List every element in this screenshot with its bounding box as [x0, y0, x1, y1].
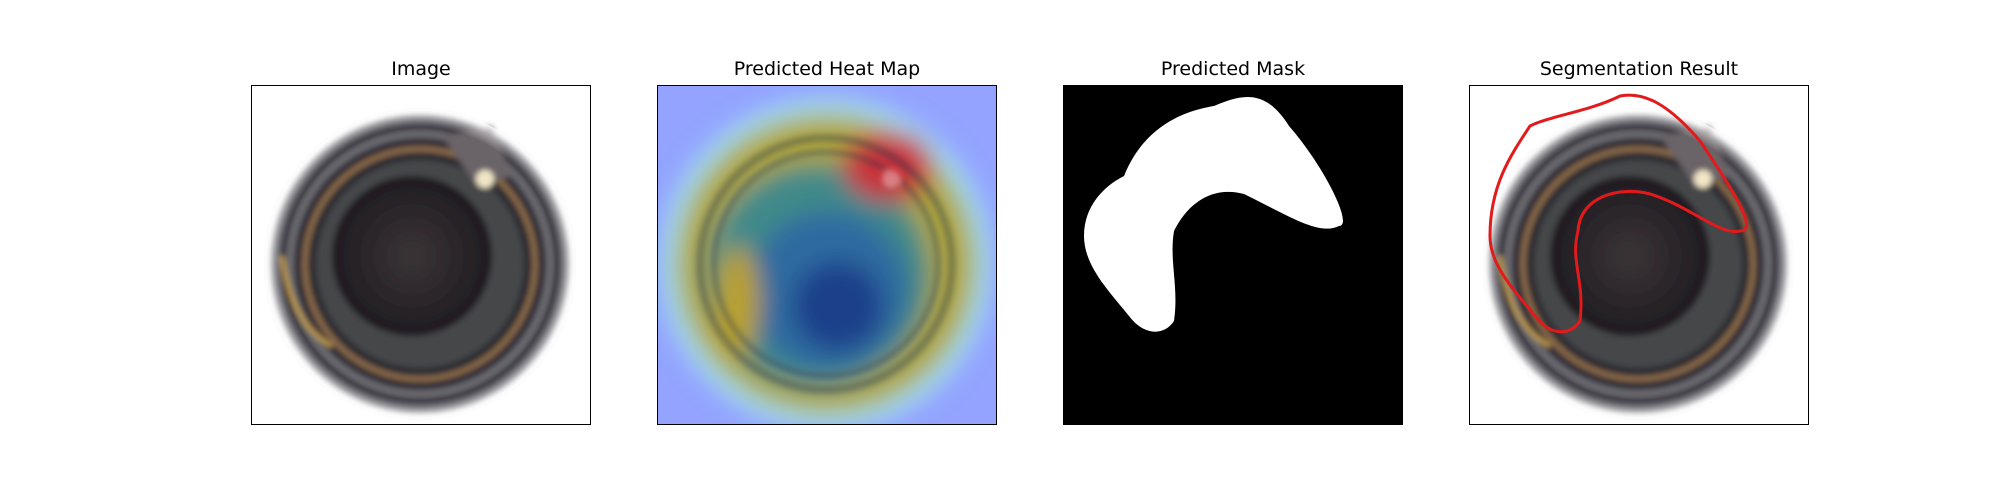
- heatmap: [658, 86, 996, 424]
- panel-heatmap: Predicted Heat Map: [657, 53, 997, 439]
- panel-title: Predicted Heat Map: [733, 58, 921, 80]
- image-frame: [251, 85, 591, 425]
- lens-photo: [252, 86, 590, 424]
- heatmap-frame: [657, 85, 997, 425]
- panel-title: Segmentation Result: [1539, 58, 1739, 80]
- predicted-mask: [1064, 86, 1402, 424]
- panel-mask: Predicted Mask: [1063, 53, 1403, 439]
- segmentation-contour: [1488, 93, 1748, 334]
- panel-title: Predicted Mask: [1160, 58, 1306, 80]
- segmentation-frame: [1469, 85, 1809, 425]
- segmentation-overlay: [1470, 86, 1808, 424]
- mask-frame: [1063, 85, 1403, 425]
- panel-segmentation: Segmentation Result: [1469, 53, 1809, 439]
- panel-title: Image: [391, 58, 451, 80]
- panel-image: Image: [251, 53, 591, 439]
- mask-region: [1084, 97, 1343, 332]
